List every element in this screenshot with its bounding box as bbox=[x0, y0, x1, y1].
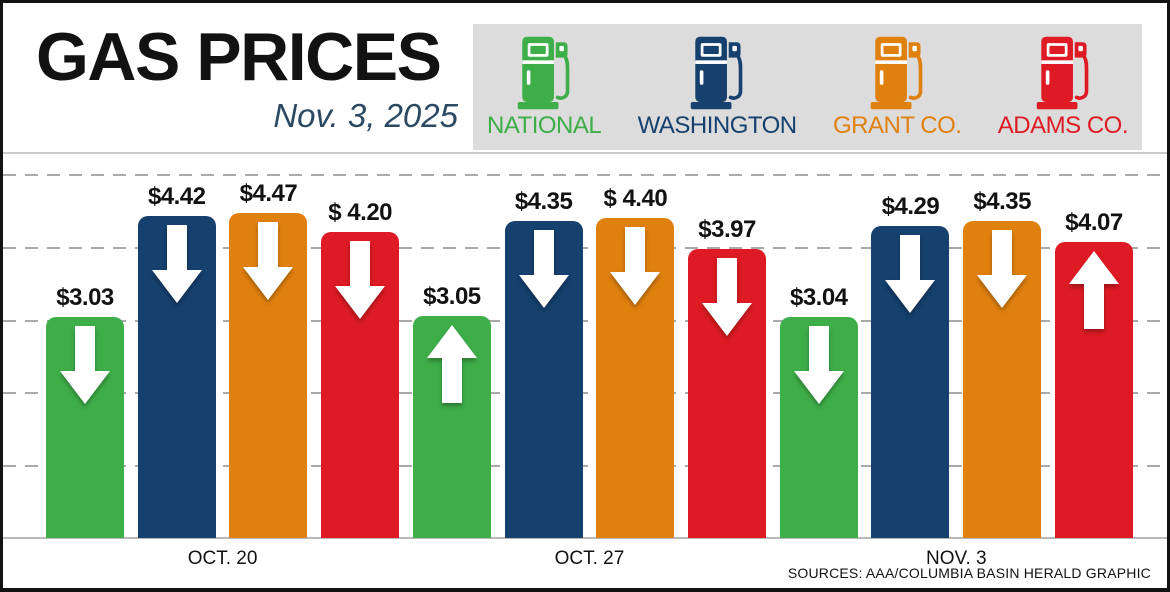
arrow-down-icon bbox=[151, 225, 202, 304]
price-label-washington-oct-27: $4.35 bbox=[514, 188, 573, 216]
arrow-down-icon bbox=[610, 226, 661, 305]
arrow-down-icon bbox=[518, 230, 569, 309]
gas-pump-icon bbox=[515, 35, 573, 111]
price-label-national-oct-27: $3.05 bbox=[423, 282, 481, 310]
source-credit: SOURCES: AAA/COLUMBIA BASIN HERALD GRAPH… bbox=[787, 565, 1151, 581]
gas-pump-icon bbox=[1034, 35, 1092, 111]
price-label-adams-co-nov-3: $4.07 bbox=[1065, 208, 1123, 236]
arrow-down-icon bbox=[243, 221, 294, 300]
gridline-4-dollar bbox=[3, 246, 1167, 249]
chart-area: $3.03 $4.42 $4.47 $ 4.20 OCT. 20 $3.05 $4.35 $ … bbox=[3, 3, 1167, 588]
price-label-national-nov-3: $3.04 bbox=[789, 283, 848, 311]
price-label-washington-oct-20: $4.42 bbox=[147, 183, 206, 211]
legend-item-label: ADAMS CO. bbox=[997, 111, 1129, 139]
gridline-5-dollar bbox=[3, 174, 1167, 176]
arrow-down-icon bbox=[60, 326, 110, 405]
price-label-grant-co-oct-27: $ 4.40 bbox=[603, 184, 668, 212]
x-axis-label-oct-20: OCT. 20 bbox=[187, 548, 258, 569]
header: GAS PRICES Nov. 3, 2025 bbox=[36, 13, 458, 135]
date-label: Nov. 3, 2025 bbox=[273, 97, 458, 135]
price-label-adams-co-oct-20: $ 4.20 bbox=[328, 199, 393, 227]
gridline-3-dollar bbox=[3, 319, 1167, 322]
arrow-down-icon bbox=[335, 241, 386, 320]
price-label-grant-co-oct-20: $4.47 bbox=[239, 179, 298, 207]
header-divider bbox=[3, 152, 1167, 154]
legend-item-label: NATIONAL bbox=[487, 111, 602, 139]
legend-item-national: NATIONAL bbox=[487, 35, 602, 140]
arrow-up-icon bbox=[426, 324, 477, 403]
page-title: GAS PRICES bbox=[36, 19, 442, 95]
x-axis-label-nov-3: NOV. 3 bbox=[926, 548, 987, 569]
gas-pump-icon bbox=[688, 35, 746, 111]
price-label-national-oct-20: $3.03 bbox=[56, 284, 114, 312]
price-label-adams-co-oct-27: $3.97 bbox=[698, 215, 756, 243]
arrow-up-icon bbox=[1068, 250, 1119, 329]
legend-item-label: WASHINGTON bbox=[637, 111, 798, 139]
arrow-down-icon bbox=[885, 234, 936, 313]
price-label-washington-nov-3: $4.29 bbox=[881, 192, 940, 220]
arrow-down-icon bbox=[793, 325, 844, 404]
gas-pump-icon bbox=[868, 35, 926, 111]
price-label-grant-co-nov-3: $4.35 bbox=[973, 188, 1031, 216]
arrow-down-icon bbox=[977, 230, 1028, 309]
x-axis-line bbox=[3, 537, 1167, 539]
gridline-2-dollar bbox=[3, 392, 1167, 395]
arrow-down-icon bbox=[702, 257, 753, 336]
x-axis-label-oct-27: OCT. 27 bbox=[554, 548, 625, 569]
legend: NATIONAL WASHINGTON GRANT CO. ADAMS CO. bbox=[473, 24, 1142, 150]
legend-item-grant-co: GRANT CO. bbox=[833, 35, 962, 140]
legend-item-adams-co: ADAMS CO. bbox=[998, 35, 1128, 140]
gridline-1-dollar bbox=[3, 465, 1167, 468]
legend-item-label: GRANT CO. bbox=[833, 111, 962, 139]
legend-item-washington: WASHINGTON bbox=[638, 35, 797, 140]
